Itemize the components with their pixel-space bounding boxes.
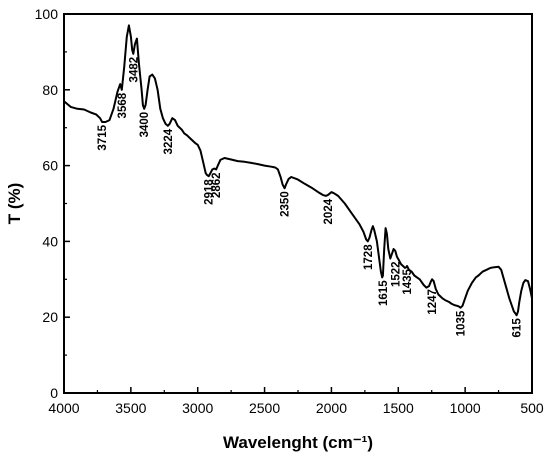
x-tick-label: 1500 <box>383 400 414 416</box>
peak-label-615: 615 <box>512 318 524 338</box>
peak-label-3400: 3400 <box>139 112 151 138</box>
peak-label-3715: 3715 <box>97 124 109 150</box>
y-tick-label: 60 <box>42 158 58 174</box>
peak-label-3224: 3224 <box>163 128 175 154</box>
x-tick-label: 2000 <box>316 400 347 416</box>
peak-label-3568: 3568 <box>117 92 129 118</box>
peak-label-1522: 1522 <box>390 261 402 287</box>
y-tick-label: 40 <box>42 233 58 249</box>
x-tick-label: 3000 <box>182 400 213 416</box>
y-axis-title: T (%) <box>5 183 24 225</box>
y-tick-label: 100 <box>35 6 59 22</box>
x-tick-label: 3500 <box>115 400 146 416</box>
x-tick-label: 1000 <box>450 400 481 416</box>
y-tick-label: 0 <box>50 385 58 401</box>
peak-label-1728: 1728 <box>363 244 375 270</box>
transmittance-line <box>63 24 533 317</box>
plot-frame <box>63 13 533 394</box>
x-tick-label: 4000 <box>48 400 79 416</box>
peak-label-3482: 3482 <box>128 57 140 83</box>
y-tick-label: 80 <box>42 82 58 98</box>
peak-label-1615: 1615 <box>378 280 390 306</box>
x-tick-label: 2500 <box>249 400 280 416</box>
peak-label-1035: 1035 <box>456 310 468 336</box>
peak-label-2918: 2918 <box>204 179 216 205</box>
y-tick-label: 20 <box>42 309 58 325</box>
peak-label-2024: 2024 <box>323 198 335 224</box>
ticks-layer: 4000 3500 3000 2500 2000 1500 1000 500 0 20 40 60 80… <box>35 6 544 416</box>
peak-label-1247: 1247 <box>427 289 439 315</box>
x-axis-title: Wavelenght (cm⁻¹) <box>223 433 373 452</box>
x-tick-label: 500 <box>520 400 544 416</box>
peak-label-1435: 1435 <box>402 268 414 294</box>
peak-label-2862: 2862 <box>211 172 223 198</box>
peak-label-2350: 2350 <box>280 191 292 217</box>
